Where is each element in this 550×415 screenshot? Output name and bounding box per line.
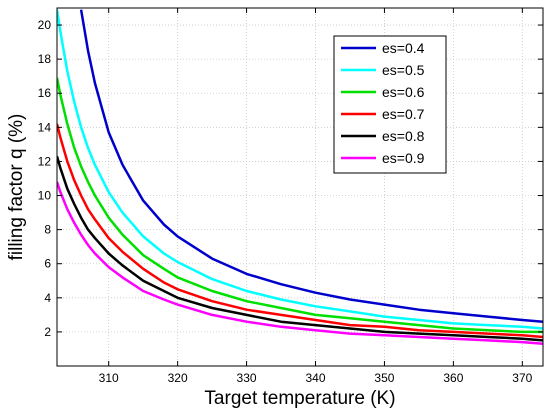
grid-lines (57, 8, 543, 366)
series-line-es-0-9 (57, 181, 543, 346)
legend-label: es=0.7 (382, 106, 425, 122)
series-line-es-0-4 (79, 9, 543, 323)
x-tick-label: 320 (168, 371, 188, 385)
legend-box (333, 35, 447, 174)
y-tick-label: 14 (38, 120, 52, 134)
y-tick-label: 2 (44, 325, 51, 339)
y-tick-label: 18 (38, 52, 52, 66)
y-tick-label: 10 (38, 189, 52, 203)
y-tick-label: 12 (38, 154, 52, 168)
legend-label: es=0.6 (382, 84, 425, 100)
x-axis-label: Target temperature (K) (204, 388, 395, 409)
legend-label: es=0.8 (382, 128, 425, 144)
x-tick-label: 310 (99, 371, 119, 385)
series-lines (57, 9, 543, 346)
x-tick-label: 360 (443, 371, 463, 385)
plot-frame (56, 7, 544, 367)
axis-ticks: 310 320 330 340 350 360 370 2 4 6 8 10 12 14 16 18 20 (38, 8, 543, 385)
series-line-es-0-7 (57, 123, 543, 339)
x-tick-label: 370 (512, 371, 532, 385)
y-axis-label: filling factor q (%) (6, 114, 27, 261)
x-tick-label: 330 (237, 371, 257, 385)
y-tick-label: 4 (44, 291, 51, 305)
legend-label: es=0.9 (382, 150, 425, 166)
series-line-es-0-5 (57, 9, 543, 330)
plot-area (57, 8, 543, 366)
series-line-es-0-8 (57, 155, 543, 342)
legend: es=0.4 es=0.5 es=0.6 es=0.7 es=0.8 es=0.9 (333, 35, 447, 174)
y-tick-label: 8 (44, 223, 51, 237)
y-tick-label: 6 (44, 257, 51, 271)
legend-label: es=0.4 (382, 40, 425, 56)
x-tick-label: 350 (374, 371, 394, 385)
legend-label: es=0.5 (382, 62, 425, 78)
y-tick-label: 16 (38, 86, 52, 100)
x-tick-label: 340 (305, 371, 325, 385)
series-line-es-0-6 (57, 77, 543, 334)
y-tick-label: 20 (38, 18, 52, 32)
